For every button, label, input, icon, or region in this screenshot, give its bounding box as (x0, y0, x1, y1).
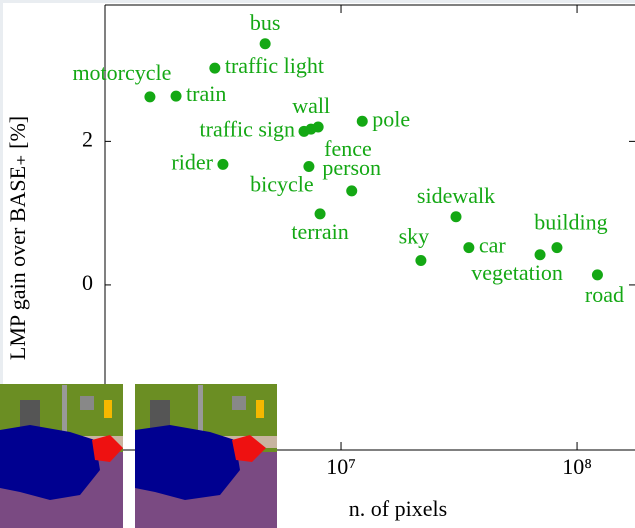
page: n. of pixels LMP gain over BASE₊ [%] 021… (0, 0, 635, 528)
thumbnails (0, 0, 635, 528)
thumbnail (0, 384, 123, 528)
thumbnail (135, 384, 277, 528)
